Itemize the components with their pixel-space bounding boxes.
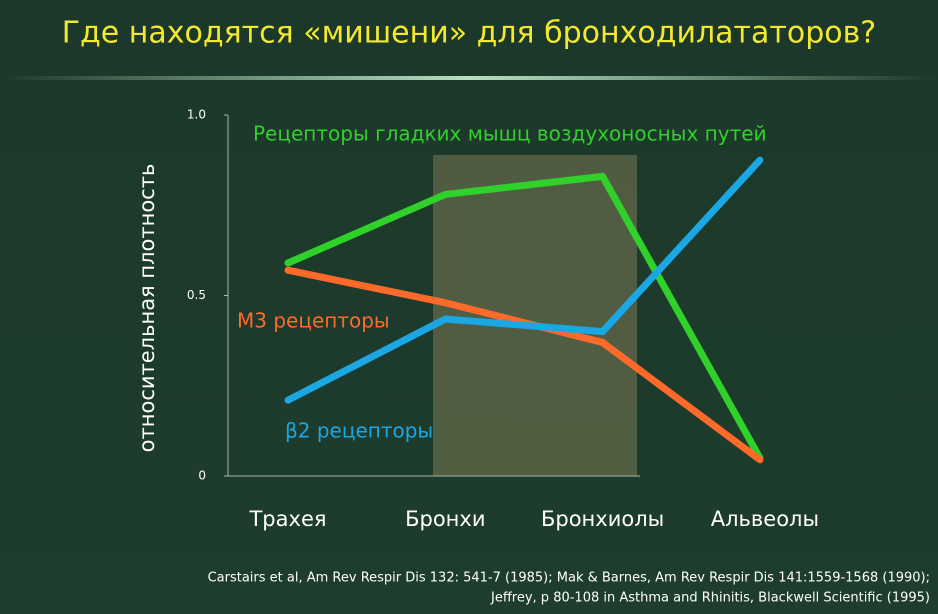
series-line bbox=[284, 172, 764, 462]
footnote: Carstairs et al, Am Rev Respir Dis 132: … bbox=[208, 571, 930, 586]
chart-title: Где находятся «мишени» для бронходилатат… bbox=[62, 16, 876, 51]
y-tick-label: 1.0 bbox=[187, 108, 206, 122]
footnote: Jeffrey, p 80-108 in Asthma and Rhinitis… bbox=[490, 591, 930, 606]
title-rule bbox=[0, 76, 938, 80]
series-label: β2 рецепторы bbox=[285, 419, 433, 443]
series-label: Рецепторы гладких мышц воздухоносных пут… bbox=[253, 122, 767, 146]
series-line bbox=[284, 156, 764, 404]
y-tick-label: 0 bbox=[198, 469, 206, 483]
x-tick-label: Трахея bbox=[248, 507, 326, 531]
x-tick-label: Бронхиолы bbox=[541, 507, 664, 531]
highlight-band bbox=[433, 155, 637, 476]
x-tick-label: Бронхи bbox=[405, 507, 485, 531]
x-tick-label: Альвеолы bbox=[711, 507, 819, 531]
series-label: М3 рецепторы bbox=[237, 309, 390, 333]
y-tick-label: 0.5 bbox=[187, 288, 206, 302]
y-axis-label: относительная плотность bbox=[135, 164, 159, 453]
